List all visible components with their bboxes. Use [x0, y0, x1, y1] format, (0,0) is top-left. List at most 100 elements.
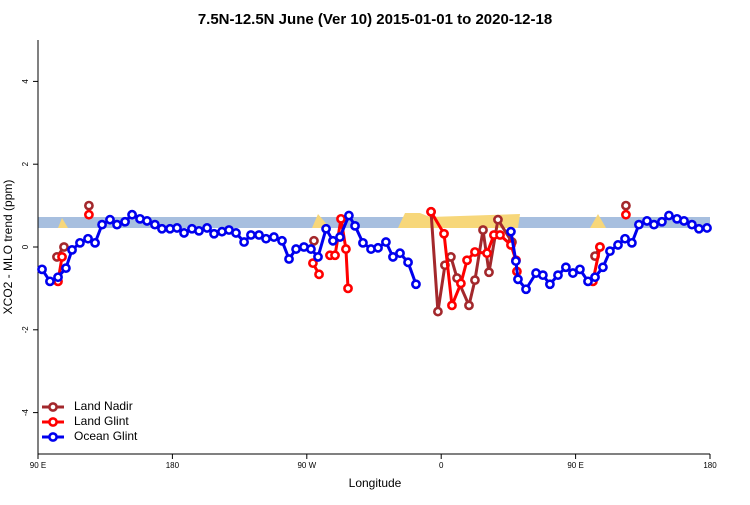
data-point [254, 230, 264, 240]
data-point [142, 216, 152, 226]
data-point [61, 263, 71, 274]
data-point [330, 250, 340, 261]
data-point [464, 300, 474, 311]
data-point [67, 244, 77, 255]
data-point [456, 278, 466, 289]
data-point [261, 233, 271, 244]
data-point [90, 237, 100, 248]
data-point [560, 262, 571, 273]
data-point [439, 228, 449, 239]
data-point [335, 232, 345, 242]
y-tick-label: 2 [21, 161, 30, 166]
data-point [470, 275, 480, 286]
data-point [583, 276, 593, 287]
data-point [246, 230, 256, 240]
data-point [575, 264, 585, 275]
x-tick-label: 180 [703, 461, 717, 470]
data-point [112, 219, 122, 230]
data-point [120, 216, 130, 227]
x-axis-label: Longitude [349, 476, 402, 490]
data-point [649, 219, 659, 230]
legend-label: Land Glint [74, 414, 129, 428]
data-point [150, 219, 160, 230]
data-point [702, 223, 712, 233]
data-point [482, 248, 492, 259]
data-point [595, 242, 605, 252]
data-point [53, 272, 63, 283]
data-point [605, 246, 615, 257]
data-point [626, 237, 637, 248]
data-point [84, 200, 94, 211]
data-point [343, 283, 353, 294]
data-point [313, 252, 323, 262]
data-point [59, 242, 69, 252]
data-point [621, 200, 631, 211]
x-tick-label: 90 W [297, 461, 316, 470]
data-point [277, 235, 287, 246]
data-point [513, 274, 523, 285]
data-point [284, 254, 294, 264]
data-point [194, 225, 204, 236]
data-point [495, 230, 505, 240]
data-point [694, 223, 704, 234]
data-point [321, 223, 331, 234]
data-point [478, 225, 488, 235]
data-point [426, 206, 436, 217]
x-tick-label: 90 E [30, 461, 46, 470]
data-point [634, 219, 644, 230]
ocean-band [38, 217, 710, 228]
data-point [172, 223, 182, 233]
data-point [373, 242, 383, 253]
y-tick-label: 0 [21, 244, 30, 249]
data-point [657, 216, 667, 227]
data-point [209, 228, 219, 239]
chart-title: 7.5N-12.5N June (Ver 10) 2015-01-01 to 2… [198, 11, 552, 28]
data-point [568, 268, 578, 278]
legend-marker [48, 432, 58, 442]
data-point [269, 232, 279, 242]
data-point [687, 219, 697, 230]
data-point [545, 279, 555, 290]
data-point [105, 214, 115, 225]
data-point [157, 223, 167, 234]
x-tick-label: 0 [439, 461, 444, 470]
data-point [179, 228, 189, 238]
data-point [470, 247, 480, 257]
data-point [314, 269, 324, 280]
data-point [358, 237, 368, 248]
data-point [308, 258, 318, 269]
data-point [202, 223, 212, 233]
data-point [381, 237, 391, 247]
data-point [411, 279, 421, 290]
legend-marker [48, 402, 58, 412]
data-point [127, 209, 137, 220]
data-point [462, 255, 472, 266]
data-point [84, 209, 94, 220]
data-point [484, 267, 494, 278]
legend-marker [48, 417, 58, 427]
data-point [590, 272, 600, 283]
legend-label: Ocean Glint [74, 429, 138, 443]
data-point [309, 235, 319, 246]
data-point [433, 306, 443, 317]
data-point [336, 213, 346, 224]
data-point [521, 284, 531, 295]
data-point [679, 216, 689, 226]
data-point [598, 262, 608, 273]
data-point [388, 252, 398, 262]
data-point [493, 214, 503, 225]
x-tick-label: 90 E [567, 461, 583, 470]
data-point [642, 216, 652, 226]
map-strip [38, 213, 710, 228]
data-point [341, 244, 351, 254]
data-point [537, 270, 548, 281]
data-point [291, 244, 301, 254]
y-tick-label: 4 [21, 79, 30, 84]
data-point [350, 220, 360, 231]
data-point [328, 235, 338, 246]
y-axis-label: XCO2 - MLO trend (ppm) [1, 180, 15, 315]
data-point [613, 240, 623, 250]
data-point [83, 233, 93, 244]
